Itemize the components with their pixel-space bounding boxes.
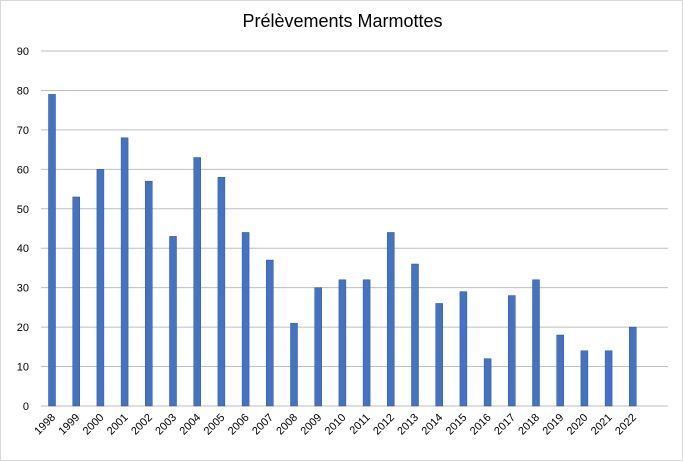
- y-tick-label: 30: [17, 283, 29, 295]
- x-tick-label: 1998: [32, 412, 58, 438]
- x-tick-label: 2000: [81, 412, 107, 438]
- bar-2022: [629, 326, 637, 407]
- bar-2013: [411, 263, 419, 407]
- y-axis-tick-labels: 0 10 20 30 40 50 60 70 80 90: [17, 46, 29, 413]
- x-tick-label: 2009: [299, 412, 325, 438]
- bar-2005: [217, 176, 226, 407]
- bar-1999: [72, 196, 80, 407]
- x-tick-label: 2005: [202, 412, 228, 438]
- x-tick-label: 2008: [274, 412, 300, 438]
- x-tick-label: 2017: [492, 412, 518, 438]
- bar-2017: [508, 295, 516, 407]
- bar-2007: [266, 259, 274, 407]
- bar-2000: [96, 169, 105, 407]
- bar-2002: [145, 180, 153, 407]
- bar-2016: [483, 358, 492, 407]
- bars: [48, 94, 637, 407]
- bar-2003: [169, 236, 177, 407]
- bar-2019: [556, 334, 564, 407]
- bar-2014: [435, 303, 443, 407]
- x-tick-label: 2018: [516, 412, 542, 438]
- x-tick-label: 2021: [589, 412, 615, 438]
- bar-2012: [387, 232, 395, 407]
- y-tick-label: 50: [17, 204, 29, 216]
- bar-2009: [314, 287, 322, 407]
- x-tick-label: 2003: [153, 412, 179, 438]
- bar-2008: [290, 322, 298, 407]
- bar-2004: [193, 157, 201, 407]
- x-axis-tick-labels: 1998199920002001200220032004200520062007…: [32, 412, 639, 438]
- x-tick-label: 2020: [565, 412, 591, 438]
- bar-2006: [241, 232, 250, 407]
- x-tick-label: 2013: [395, 412, 421, 438]
- x-tick-label: 2019: [541, 412, 567, 438]
- x-tick-label: 2010: [323, 412, 349, 438]
- chart-title: Prélèvements Marmottes: [242, 11, 443, 31]
- y-tick-label: 0: [23, 401, 29, 413]
- x-tick-label: 2016: [468, 412, 494, 438]
- y-tick-label: 60: [17, 164, 29, 176]
- bar-2018: [532, 279, 540, 407]
- x-tick-label: 2001: [105, 412, 131, 438]
- bar-1998: [48, 94, 56, 407]
- bar-2015: [459, 291, 468, 407]
- y-tick-label: 20: [17, 322, 29, 334]
- x-tick-label: 2022: [613, 412, 639, 438]
- x-tick-label: 2014: [420, 412, 446, 438]
- y-tick-label: 90: [17, 46, 29, 58]
- y-tick-label: 40: [17, 243, 29, 255]
- x-tick-label: 2015: [444, 412, 470, 438]
- x-tick-label: 1999: [57, 412, 83, 438]
- gridlines: [41, 50, 668, 407]
- x-tick-label: 2004: [178, 412, 204, 438]
- x-tick-label: 2002: [129, 412, 155, 438]
- x-tick-label: 2011: [348, 412, 373, 437]
- x-tick-label: 2006: [226, 412, 252, 438]
- bar-2020: [580, 350, 589, 407]
- y-tick-label: 10: [17, 362, 29, 374]
- bar-2001: [120, 137, 129, 407]
- bar-2011: [362, 279, 371, 407]
- bar-2010: [338, 279, 347, 407]
- y-tick-label: 80: [17, 85, 29, 97]
- x-tick-label: 2012: [371, 412, 397, 438]
- x-tick-label: 2007: [250, 412, 276, 438]
- y-tick-label: 70: [17, 125, 29, 137]
- bar-2021: [604, 350, 613, 407]
